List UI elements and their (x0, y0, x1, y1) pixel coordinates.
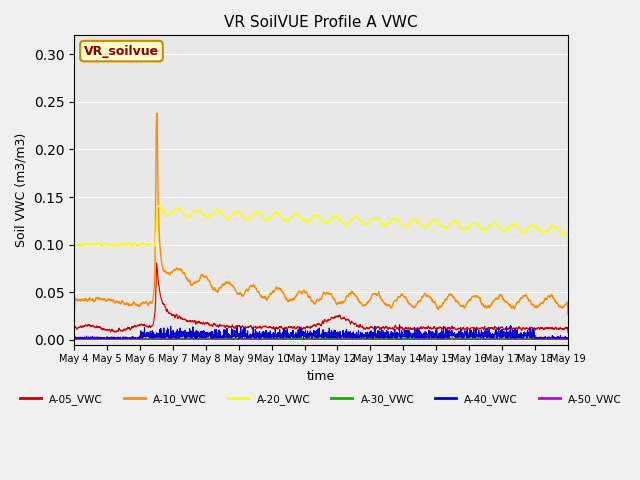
A-50_VWC (335, 336, 343, 342)
A-40_VWC (449, 332, 457, 337)
A-10_VWC (153, 110, 161, 116)
A-10_VWC (564, 312, 572, 318)
A-50_VWC (70, 336, 78, 342)
A-10_VWC (484, 304, 492, 310)
A-20_VWC (139, 240, 147, 246)
A-05_VWC (449, 325, 457, 331)
A-05_VWC (564, 330, 572, 336)
A-10_VWC (239, 293, 246, 299)
A-50_VWC (346, 336, 354, 342)
Line: A-10_VWC: A-10_VWC (74, 113, 568, 321)
A-50_VWC (488, 336, 496, 342)
A-40_VWC (70, 335, 78, 340)
A-30_VWC (552, 336, 559, 342)
Line: A-40_VWC: A-40_VWC (74, 325, 568, 339)
A-30_VWC (335, 335, 343, 341)
A-50_VWC (239, 336, 246, 342)
A-20_VWC (155, 203, 163, 208)
A-50_VWC (462, 336, 470, 342)
A-40_VWC (335, 335, 343, 341)
A-20_VWC (335, 216, 343, 222)
A-10_VWC (335, 300, 343, 306)
A-50_VWC (449, 336, 457, 342)
A-40_VWC (346, 329, 354, 335)
A-30_VWC (449, 336, 457, 342)
A-30_VWC (349, 334, 357, 340)
A-20_VWC (449, 218, 457, 224)
A-50_VWC (564, 336, 572, 342)
A-20_VWC (484, 225, 492, 231)
A-05_VWC (335, 312, 343, 318)
A-10_VWC (449, 294, 457, 300)
A-30_VWC (70, 336, 78, 341)
A-05_VWC (346, 321, 354, 326)
A-40_VWC (564, 336, 572, 341)
Text: VR_soilvue: VR_soilvue (84, 45, 159, 58)
A-10_VWC (70, 318, 78, 324)
A-30_VWC (484, 336, 492, 341)
A-40_VWC (139, 334, 147, 340)
A-40_VWC (396, 322, 403, 328)
A-10_VWC (346, 291, 354, 297)
A-05_VWC (239, 323, 246, 329)
A-20_VWC (239, 214, 246, 219)
A-20_VWC (564, 269, 572, 275)
A-05_VWC (70, 330, 78, 336)
Line: A-30_VWC: A-30_VWC (74, 337, 568, 339)
A-20_VWC (346, 219, 354, 225)
A-50_VWC (484, 336, 492, 342)
A-05_VWC (139, 323, 147, 328)
A-40_VWC (109, 336, 116, 342)
Legend: A-05_VWC, A-10_VWC, A-20_VWC, A-30_VWC, A-40_VWC, A-50_VWC: A-05_VWC, A-10_VWC, A-20_VWC, A-30_VWC, … (16, 390, 626, 409)
A-30_VWC (239, 336, 246, 341)
A-50_VWC (139, 336, 147, 342)
A-05_VWC (484, 326, 492, 332)
X-axis label: time: time (307, 370, 335, 383)
Y-axis label: Soil VWC (m3/m3): Soil VWC (m3/m3) (15, 133, 28, 247)
Line: A-20_VWC: A-20_VWC (74, 205, 568, 291)
A-20_VWC (70, 288, 78, 294)
A-30_VWC (564, 336, 572, 341)
A-40_VWC (239, 334, 246, 340)
Title: VR SoilVUE Profile A VWC: VR SoilVUE Profile A VWC (224, 15, 418, 30)
A-30_VWC (139, 336, 147, 341)
Line: A-05_VWC: A-05_VWC (74, 263, 568, 333)
A-30_VWC (346, 336, 354, 341)
A-40_VWC (484, 329, 492, 335)
A-10_VWC (139, 300, 147, 305)
A-05_VWC (153, 260, 161, 266)
